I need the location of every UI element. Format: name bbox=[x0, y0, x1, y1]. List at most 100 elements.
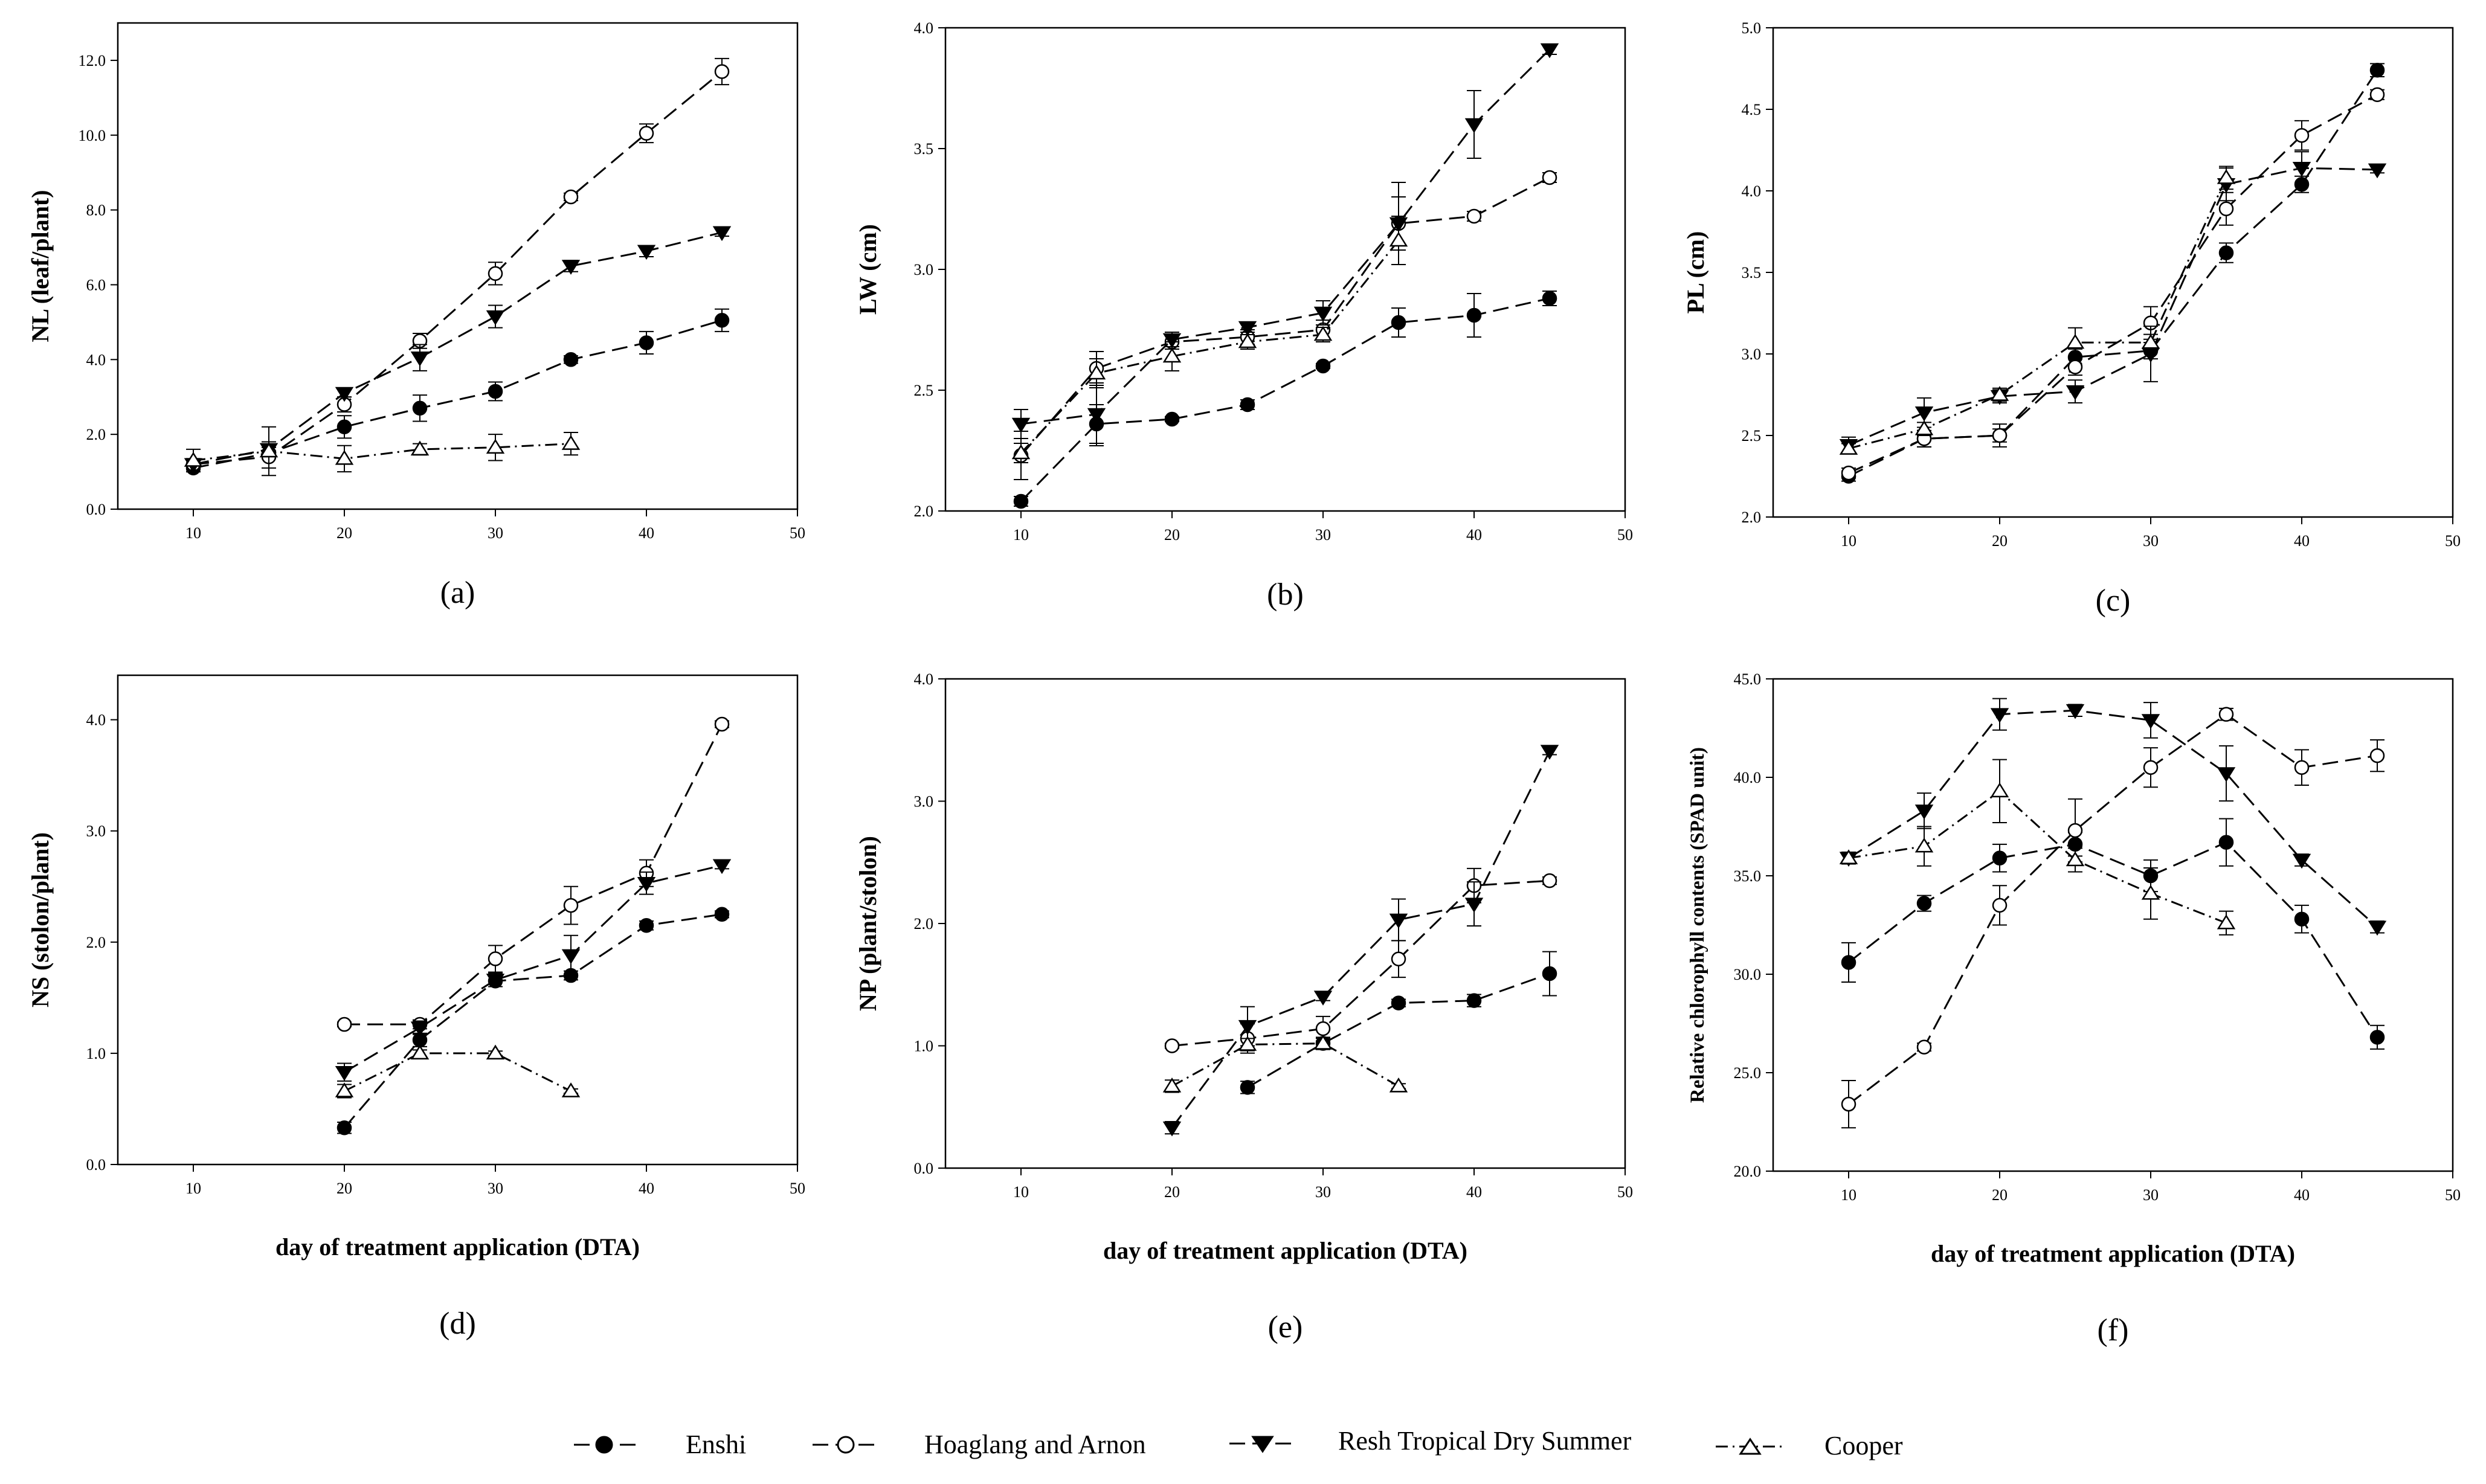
y-tick-label: 4.0 bbox=[914, 19, 934, 37]
data-point-enshi bbox=[1841, 955, 1856, 970]
legend-marker-resh bbox=[1251, 1436, 1274, 1453]
data-point-cooper bbox=[2066, 333, 2085, 349]
panel-label: (c) bbox=[2096, 583, 2131, 618]
x-tick-label: 20 bbox=[1164, 1183, 1180, 1201]
data-point-enshi bbox=[2369, 62, 2385, 78]
y-tick-label: 40.0 bbox=[1734, 769, 1762, 786]
y-tick-label: 3.0 bbox=[86, 823, 106, 840]
data-point-enshi bbox=[1466, 307, 1482, 323]
legend-label-enshi: Enshi bbox=[686, 1430, 746, 1459]
y-axis-label: LW (cm) bbox=[854, 224, 881, 315]
data-point-resh bbox=[1540, 43, 1559, 59]
data-point-cooper bbox=[259, 442, 279, 458]
y-tick-label: 3.5 bbox=[1742, 264, 1762, 281]
y-tick-label: 2.5 bbox=[914, 382, 934, 399]
data-point-enshi bbox=[1391, 315, 1406, 330]
series-enshi bbox=[1841, 62, 2385, 484]
x-tick-label: 40 bbox=[1466, 1183, 1482, 1201]
data-point-cooper bbox=[486, 438, 505, 454]
y-tick-label: 6.0 bbox=[86, 276, 106, 294]
series-line-hoaglang bbox=[1020, 176, 1550, 456]
data-point-hoaglang bbox=[1992, 428, 2008, 443]
plot-frame bbox=[117, 22, 799, 510]
data-point-cooper bbox=[1238, 333, 1257, 349]
data-point-enshi bbox=[1992, 850, 2008, 866]
data-point-cooper bbox=[1914, 837, 1934, 853]
data-point-enshi bbox=[1240, 1080, 1255, 1095]
data-point-resh bbox=[2066, 385, 2085, 400]
series-line-hoaglang bbox=[1171, 879, 1550, 1047]
y-tick-label: 12.0 bbox=[79, 52, 106, 69]
x-tick-label: 20 bbox=[337, 1180, 352, 1197]
data-point-resh bbox=[1162, 333, 1182, 349]
series-line-cooper bbox=[344, 1052, 572, 1092]
data-point-enshi bbox=[337, 1120, 352, 1135]
data-point-enshi bbox=[2218, 835, 2234, 850]
data-point-enshi bbox=[1542, 966, 1557, 981]
data-point-hoaglang bbox=[488, 951, 503, 966]
data-point-resh bbox=[1389, 913, 1408, 929]
data-point-hoaglang bbox=[2067, 823, 2083, 838]
data-point-resh bbox=[1914, 805, 1934, 820]
y-tick-label: 45.0 bbox=[1734, 670, 1762, 688]
x-tick-label: 40 bbox=[639, 1180, 654, 1197]
x-tick-label: 30 bbox=[1315, 526, 1331, 544]
data-point-resh bbox=[1464, 898, 1484, 913]
data-point-enshi bbox=[1240, 397, 1255, 413]
data-point-hoaglang bbox=[1841, 465, 1856, 481]
panel-label: (a) bbox=[440, 576, 475, 610]
data-point-enshi bbox=[2294, 911, 2310, 927]
legend-marker-enshi bbox=[595, 1436, 613, 1454]
series-cooper bbox=[1839, 759, 2236, 936]
chart-panel-e: 10 20 30 40 50 0.0 1.0 2.0 3.0 4.0 NP (plant/stolo… bbox=[854, 670, 1633, 1344]
data-point-hoaglang bbox=[639, 126, 654, 141]
series-enshi bbox=[1841, 818, 2385, 1050]
y-tick-label: 1.0 bbox=[914, 1038, 934, 1055]
y-tick-label: 8.0 bbox=[86, 202, 106, 219]
x-tick-label: 30 bbox=[2143, 532, 2159, 550]
data-point-resh bbox=[486, 974, 505, 989]
data-point-hoaglang bbox=[2218, 201, 2234, 216]
data-point-resh bbox=[1313, 991, 1333, 1006]
legend: Enshi Hoaglang and Arnon Resh Tropical D… bbox=[574, 1426, 1903, 1460]
series-line-resh bbox=[1020, 48, 1551, 425]
y-axis-label: Relative chlorophyll contents (SPAD unit… bbox=[1687, 747, 1708, 1103]
series-line-enshi bbox=[343, 913, 723, 1129]
x-tick-label: 10 bbox=[1841, 532, 1856, 550]
series-resh bbox=[1011, 43, 1559, 446]
series-line-cooper bbox=[1171, 1042, 1399, 1087]
legend-label-resh: Resh Tropical Dry Summer bbox=[1338, 1426, 1632, 1456]
legend-item-resh: Resh Tropical Dry Summer bbox=[1229, 1426, 1632, 1456]
series-hoaglang bbox=[337, 716, 730, 1032]
series-line-cooper bbox=[1848, 177, 2227, 450]
data-point-cooper bbox=[1162, 347, 1182, 363]
x-tick-label: 40 bbox=[639, 524, 654, 542]
data-point-enshi bbox=[488, 384, 503, 399]
data-point-enshi bbox=[2218, 245, 2234, 260]
plot-frame bbox=[1772, 678, 2454, 1172]
data-point-hoaglang bbox=[2067, 359, 2083, 374]
data-point-enshi bbox=[1164, 411, 1180, 427]
plot-frame bbox=[944, 27, 1626, 512]
x-tick-label: 40 bbox=[2294, 1186, 2310, 1204]
data-point-resh bbox=[1087, 408, 1106, 423]
y-tick-label: 1.0 bbox=[86, 1045, 106, 1062]
y-tick-label: 0.0 bbox=[86, 501, 106, 518]
plot-frame bbox=[944, 678, 1626, 1169]
data-point-cooper bbox=[1914, 420, 1934, 435]
panel-label: (e) bbox=[1268, 1310, 1303, 1344]
data-point-resh bbox=[2292, 161, 2311, 177]
x-tick-label: 30 bbox=[2143, 1186, 2159, 1204]
y-tick-label: 30.0 bbox=[1734, 966, 1762, 983]
data-point-resh bbox=[2066, 704, 2085, 719]
y-tick-label: 10.0 bbox=[79, 127, 106, 144]
data-point-resh bbox=[1162, 1121, 1182, 1137]
series-cooper bbox=[335, 1044, 581, 1099]
y-tick-label: 4.0 bbox=[86, 711, 106, 729]
y-axis-label: NS (stolon/plant) bbox=[27, 832, 54, 1007]
series-line-cooper bbox=[1848, 789, 2227, 924]
data-point-enshi bbox=[1466, 993, 1482, 1008]
data-point-cooper bbox=[1839, 849, 1858, 864]
panel-label: (d) bbox=[439, 1306, 476, 1341]
series-cooper bbox=[1162, 1035, 1408, 1093]
